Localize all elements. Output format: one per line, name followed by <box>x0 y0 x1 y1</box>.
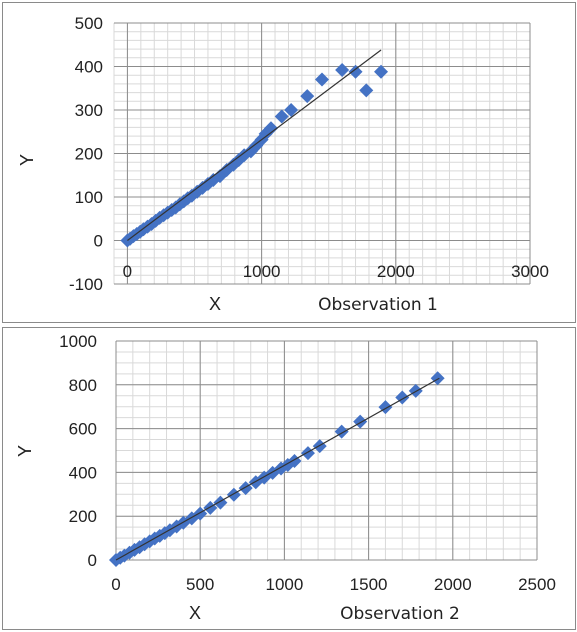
data-point <box>359 83 374 98</box>
trendline <box>115 377 440 561</box>
y-tick-label: 800 <box>69 376 97 395</box>
y-tick-label: 0 <box>94 232 103 251</box>
data-point <box>395 390 410 405</box>
data-point <box>430 371 445 386</box>
data-point <box>300 446 315 461</box>
data-point <box>280 457 295 472</box>
y-tick-label: 1000 <box>59 332 97 351</box>
chart-panel-observation-2: 0 500 1000 1500 2000 2500 0 200 400 600 800 1000 X Y O… <box>2 327 576 630</box>
data-point <box>284 103 299 117</box>
data-point <box>243 144 258 159</box>
x-axis-title: X <box>209 294 221 314</box>
data-point <box>348 64 363 79</box>
x-axis-title: X <box>189 603 201 623</box>
data-point <box>264 121 279 136</box>
data-point <box>300 89 315 104</box>
x-tick-label: 2000 <box>377 262 415 281</box>
data-point <box>353 414 368 429</box>
x-tick-label: 1500 <box>350 575 388 594</box>
x-tick-label: 500 <box>186 575 214 594</box>
trendline <box>127 49 382 241</box>
y-axis-title: Y <box>15 445 35 457</box>
x-tick-label: 2000 <box>434 575 472 594</box>
x-tick-label: 0 <box>111 575 120 594</box>
data-point <box>335 62 350 77</box>
y-tick-label: 300 <box>75 101 103 120</box>
y-tick-label: 0 <box>88 551 97 570</box>
data-point <box>378 400 393 415</box>
data-point <box>274 109 289 124</box>
chart-title: Observation 2 <box>340 604 460 624</box>
y-tick-label: 500 <box>75 14 103 33</box>
scatter-chart-observation-1: 0 1000 2000 3000 -100 0 100 200 300 400 500 X Y Obser… <box>17 14 549 315</box>
y-tick-label: 200 <box>69 507 97 526</box>
data-point <box>315 72 329 87</box>
data-point <box>287 454 302 469</box>
data-point <box>374 64 389 79</box>
y-axis-title: Y <box>17 154 37 166</box>
y-tick-label: 200 <box>75 145 103 164</box>
y-tick-label: 400 <box>69 463 97 482</box>
x-tick-label: 3000 <box>511 262 549 281</box>
data-point <box>334 424 349 439</box>
x-tick-label: 1000 <box>243 262 281 281</box>
y-tick-label: -100 <box>69 275 103 294</box>
x-tick-label: 2500 <box>518 575 556 594</box>
x-tick-label: 0 <box>123 262 132 281</box>
y-tick-label: 400 <box>75 58 103 77</box>
y-tick-label: 600 <box>69 420 97 439</box>
chart-title: Observation 1 <box>318 295 438 315</box>
scatter-chart-observation-2: 0 500 1000 1500 2000 2500 0 200 400 600 800 1000 X Y O… <box>15 332 556 624</box>
x-tick-label: 1000 <box>265 575 303 594</box>
data-point <box>226 487 241 502</box>
data-point <box>203 500 218 515</box>
y-tick-label: 100 <box>75 188 103 207</box>
chart-panel-observation-1: 0 1000 2000 3000 -100 0 100 200 300 400 500 X Y Obser… <box>2 2 576 323</box>
